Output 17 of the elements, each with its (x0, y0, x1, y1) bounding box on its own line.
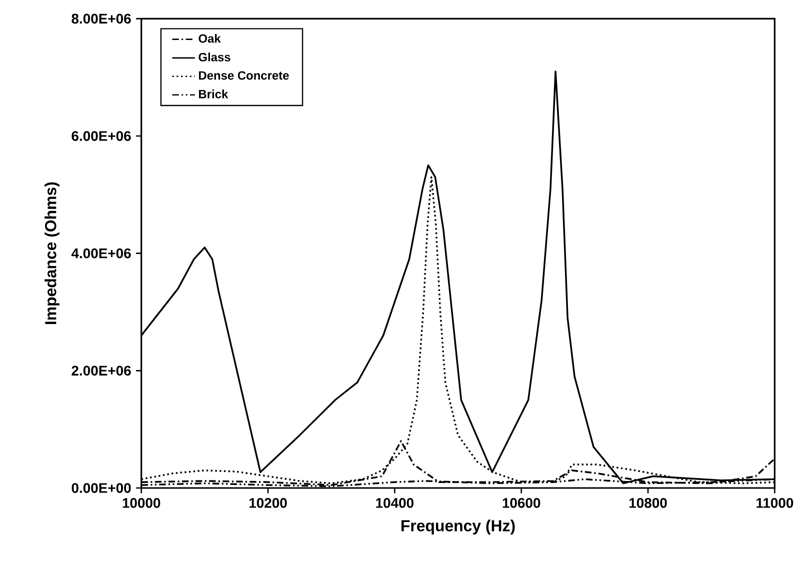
legend-label: Brick (199, 89, 228, 98)
x-tick-label: 10400 (376, 498, 414, 508)
y-tick-label: 4.00E+06 (71, 248, 131, 258)
legend-label: Dense Concrete (199, 71, 289, 80)
y-tick-label: 0.00E+00 (72, 482, 131, 493)
y-axis-title: Impedance (Ohms) (44, 182, 60, 324)
y-tick-label: 6.00E+06 (72, 130, 131, 141)
y-tick-label: 2.00E+06 (72, 366, 131, 376)
x-tick-label: 10600 (502, 498, 540, 508)
legend-label: Glass (198, 52, 230, 62)
x-tick-label: 10800 (629, 498, 667, 508)
x-tick-label: 10200 (249, 498, 287, 508)
x-tick-label: 11000 (756, 498, 794, 508)
x-axis-title: Frequency (Hz) (401, 520, 515, 534)
y-tick-label: 8.00E+06 (72, 14, 131, 24)
x-tick-label: 10000 (122, 498, 160, 508)
legend-label: Oak (198, 34, 221, 43)
